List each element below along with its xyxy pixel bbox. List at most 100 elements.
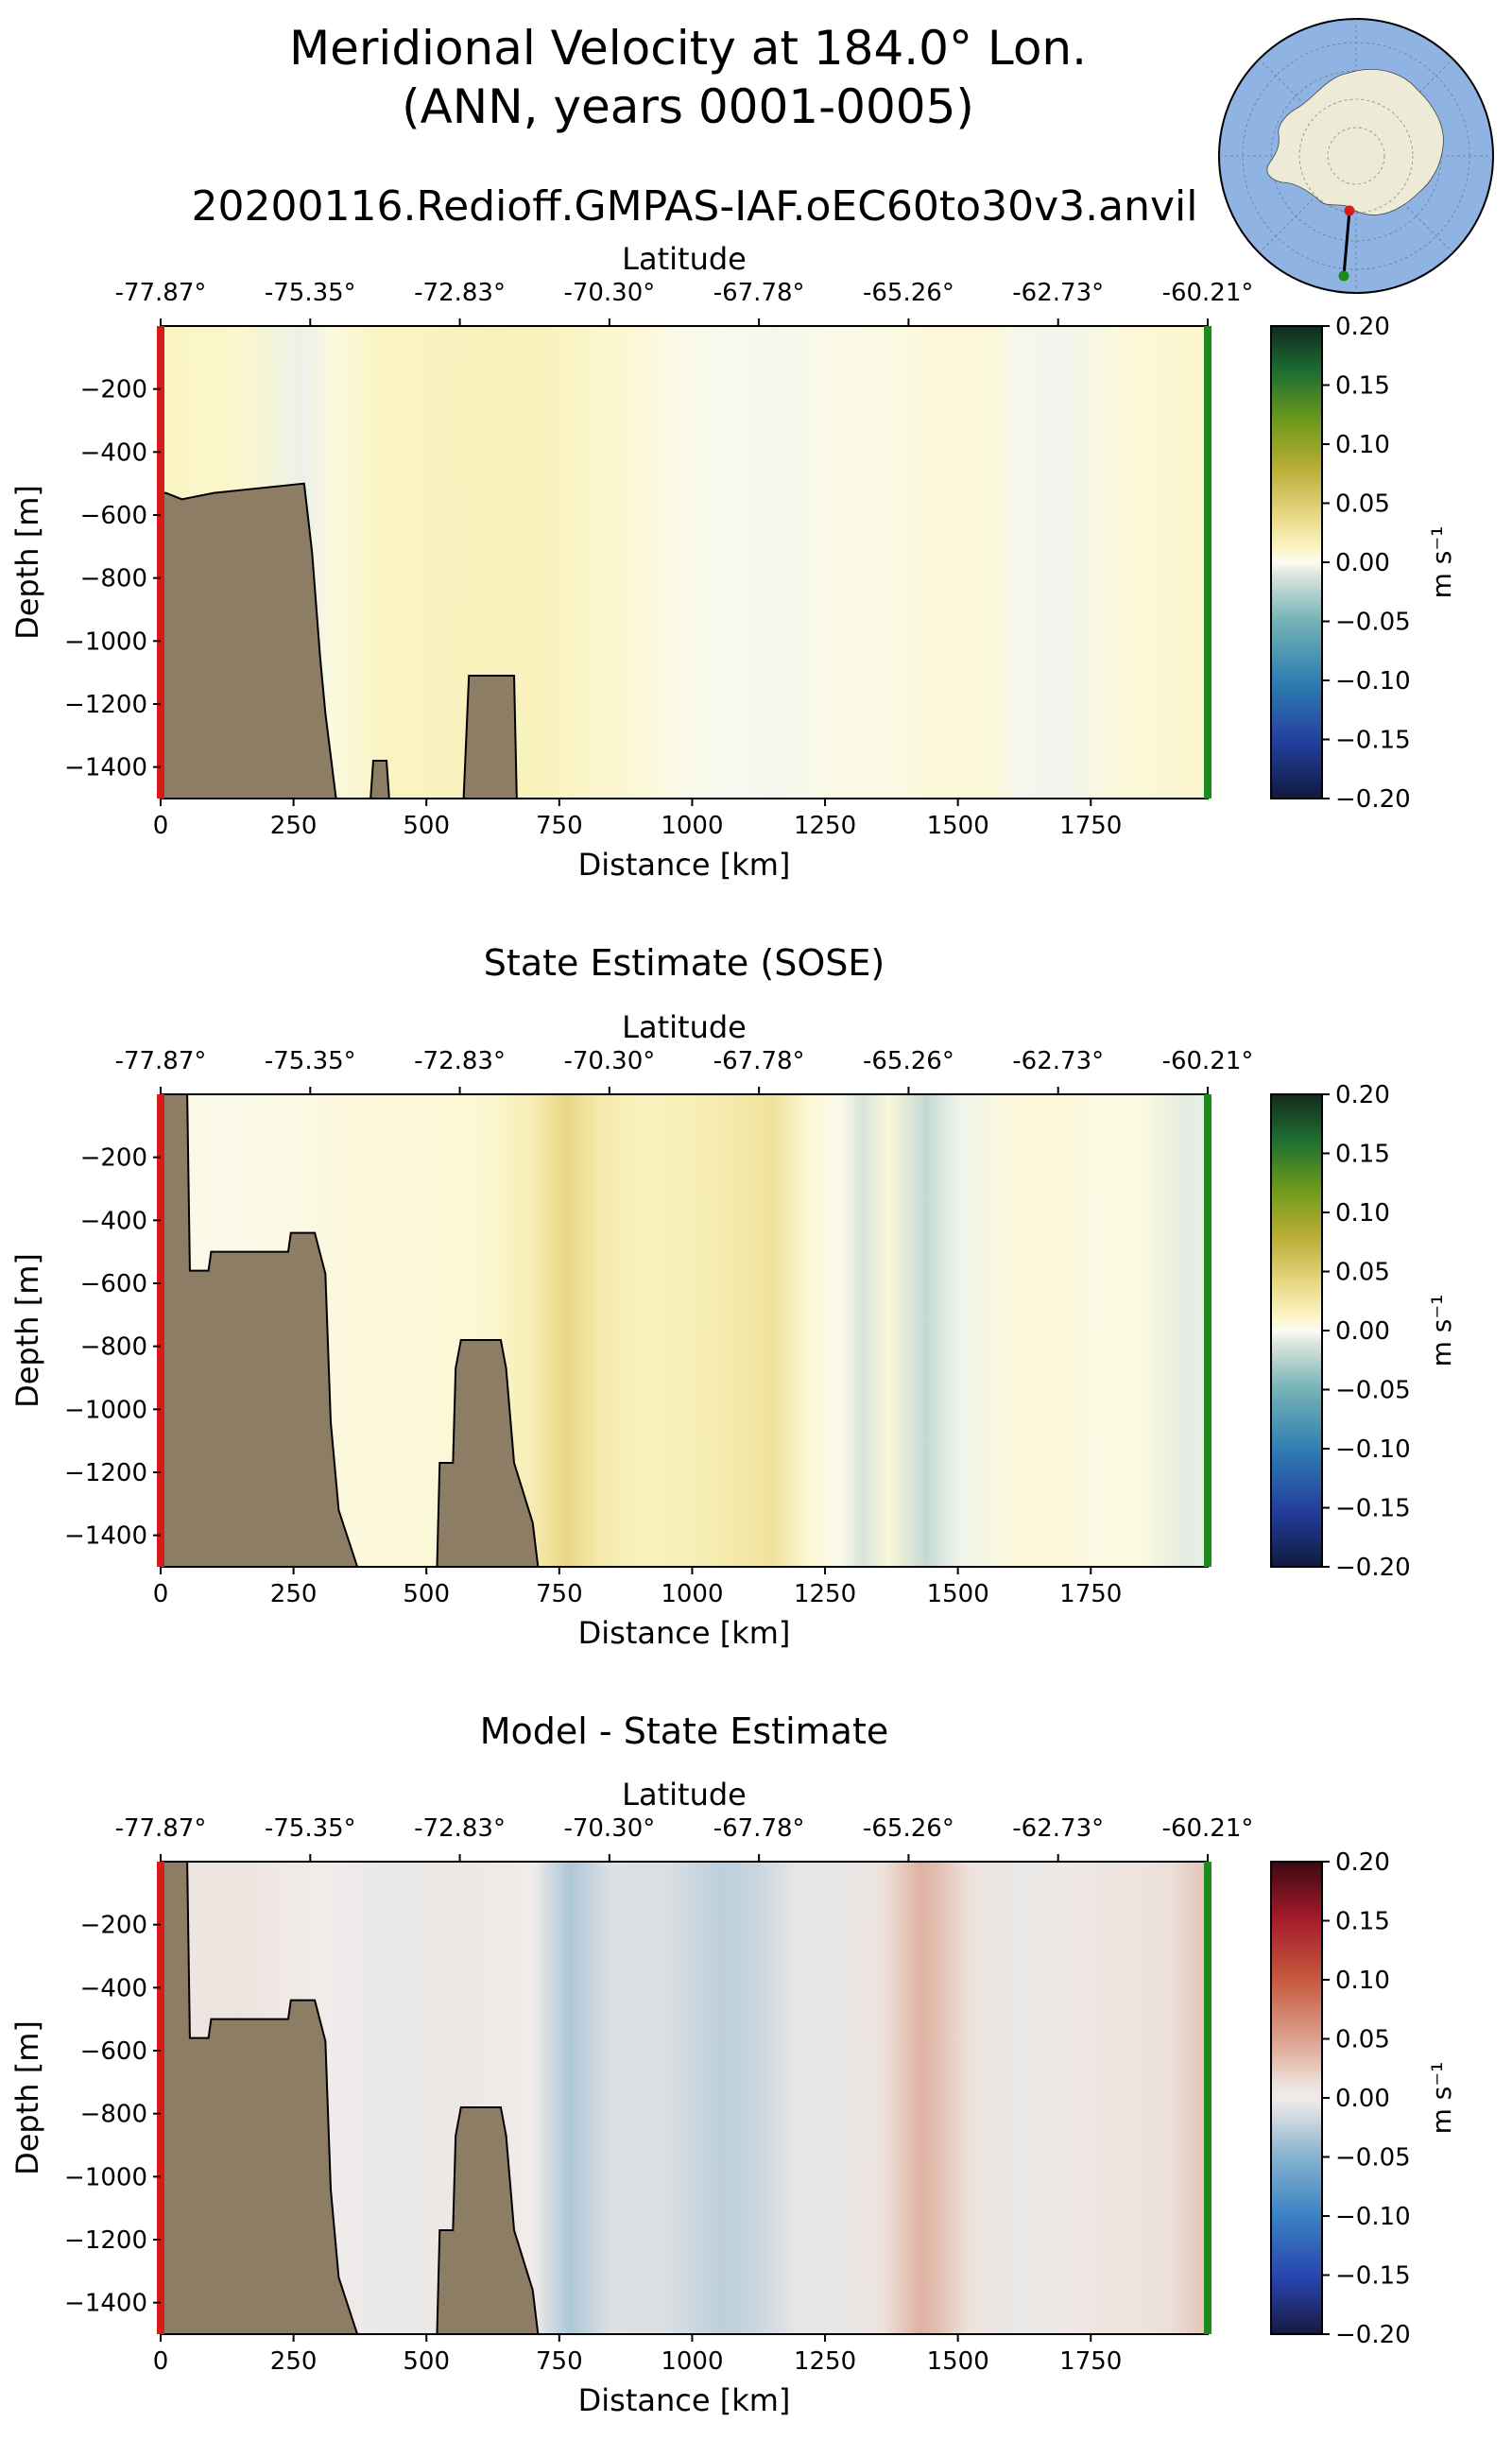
y-tick-label: −600 bbox=[80, 502, 147, 530]
colorbar-tick-label: 0.20 bbox=[1335, 313, 1390, 341]
lat-tick-label: -67.78° bbox=[713, 279, 805, 307]
x-tick-label: 1750 bbox=[1059, 1580, 1122, 1608]
y-tick-label: −400 bbox=[80, 438, 147, 467]
x-tick-label: 0 bbox=[153, 2347, 169, 2376]
x-tick-label: 250 bbox=[270, 812, 318, 840]
top-axis-label: Latitude bbox=[622, 1777, 747, 1813]
lat-tick-label: -62.73° bbox=[1012, 1814, 1104, 1843]
transect-line bbox=[1342, 210, 1351, 277]
lat-tick-label: -77.87° bbox=[115, 1814, 207, 1843]
x-tick-label: 750 bbox=[536, 812, 583, 840]
figure-title-line2: (ANN, years 0001-0005) bbox=[402, 79, 974, 134]
x-tick-label: 1000 bbox=[661, 1580, 723, 1608]
lat-tick-label: -62.73° bbox=[1012, 1047, 1104, 1075]
x-tick-label: 500 bbox=[403, 812, 450, 840]
y-tick-label: −400 bbox=[80, 1974, 147, 2002]
lat-tick-label: -62.73° bbox=[1012, 279, 1104, 307]
lat-tick-label: -60.21° bbox=[1162, 1814, 1254, 1843]
transect-start-marker bbox=[1344, 205, 1355, 216]
colorbar-tick-label: 0.10 bbox=[1335, 1967, 1390, 1995]
location-inset-map bbox=[1218, 18, 1494, 294]
y-tick-label: −1200 bbox=[64, 2226, 147, 2255]
colorbar-tick-label: −0.05 bbox=[1335, 1377, 1411, 1405]
y-tick-label: −200 bbox=[80, 376, 147, 404]
colorbar-tick-label: −0.10 bbox=[1335, 2203, 1411, 2231]
x-tick-label: 0 bbox=[153, 812, 169, 840]
run-name: 20200116.Redioff.GMPAS-IAF.oEC60to30v3.a… bbox=[192, 182, 1198, 231]
y-tick-label: −1400 bbox=[64, 2290, 147, 2318]
lat-tick-label: -77.87° bbox=[115, 1047, 207, 1075]
colorbar-tick-label: −0.20 bbox=[1335, 1554, 1411, 1582]
colorbar-tick-label: 0.05 bbox=[1335, 490, 1390, 519]
colorbar-tick-label: 0.00 bbox=[1335, 2085, 1390, 2113]
colorbar-tick-label: −0.20 bbox=[1335, 785, 1411, 814]
lat-tick-label: -75.35° bbox=[265, 1814, 356, 1843]
x-tick-label: 1500 bbox=[927, 812, 989, 840]
x-tick-label: 500 bbox=[403, 2347, 450, 2376]
top-axis-label: Latitude bbox=[622, 1009, 747, 1045]
colorbar-tick-label: 0.20 bbox=[1335, 1081, 1390, 1109]
colorbar-tick-label: −0.20 bbox=[1335, 2321, 1411, 2349]
lat-tick-label: -72.83° bbox=[414, 279, 506, 307]
velocity-field bbox=[161, 326, 1208, 799]
transect-end-marker bbox=[1338, 270, 1349, 282]
y-axis-label: Depth [m] bbox=[9, 1253, 45, 1408]
lat-tick-label: -72.83° bbox=[414, 1814, 506, 1843]
lat-tick-label: -75.35° bbox=[265, 1047, 356, 1075]
x-tick-label: 750 bbox=[536, 2347, 583, 2376]
colorbar-label: m s⁻¹ bbox=[1426, 1295, 1457, 1367]
y-tick-label: −1000 bbox=[64, 1396, 147, 1424]
x-tick-label: 1250 bbox=[794, 1580, 856, 1608]
lat-tick-label: -65.26° bbox=[863, 279, 954, 307]
x-tick-label: 250 bbox=[270, 2347, 318, 2376]
y-tick-label: −400 bbox=[80, 1207, 147, 1235]
colorbar-tick-label: −0.10 bbox=[1335, 1435, 1411, 1464]
colorbar-tick-label: 0.20 bbox=[1335, 1848, 1390, 1877]
x-tick-label: 250 bbox=[270, 1580, 318, 1608]
colorbar-tick-label: −0.15 bbox=[1335, 727, 1411, 755]
lat-tick-label: -67.78° bbox=[713, 1047, 805, 1075]
colorbar-tick-label: −0.05 bbox=[1335, 2144, 1411, 2173]
lat-tick-label: -77.87° bbox=[115, 279, 207, 307]
panel-title: State Estimate (SOSE) bbox=[484, 942, 885, 984]
panel-3: Model - State Estimate 0 250 500 750 1000 1250… bbox=[9, 1710, 1457, 2418]
inset-graticule-over bbox=[1298, 98, 1414, 214]
antarctica-landmass bbox=[1266, 69, 1444, 215]
top-axis-label: Latitude bbox=[622, 241, 747, 277]
lat-tick-label: -70.30° bbox=[563, 1047, 655, 1075]
colorbar-tick-label: −0.15 bbox=[1335, 1495, 1411, 1523]
colorbar-tick-label: 0.10 bbox=[1335, 431, 1390, 459]
colorbar-label: m s⁻¹ bbox=[1426, 2062, 1457, 2135]
lat-tick-label: -70.30° bbox=[563, 1814, 655, 1843]
x-tick-label: 1250 bbox=[794, 2347, 856, 2376]
colorbar-label: m s⁻¹ bbox=[1426, 526, 1457, 599]
y-tick-label: −800 bbox=[80, 2101, 147, 2129]
colorbar-tick-label: 0.15 bbox=[1335, 372, 1390, 401]
y-tick-label: −600 bbox=[80, 2037, 147, 2066]
x-tick-label: 1750 bbox=[1059, 2347, 1122, 2376]
panel-1: 0 250 500 750 1000 1250 1500 1750 Distance [km] −… bbox=[9, 241, 1457, 883]
x-tick-label: 1000 bbox=[661, 2347, 723, 2376]
colorbar bbox=[1270, 1861, 1323, 2335]
lat-tick-label: -65.26° bbox=[863, 1047, 954, 1075]
lat-tick-label: -65.26° bbox=[863, 1814, 954, 1843]
x-tick-label: 0 bbox=[153, 1580, 169, 1608]
colorbar-tick-label: 0.05 bbox=[1335, 2026, 1390, 2054]
y-tick-label: −1000 bbox=[64, 627, 147, 656]
lat-tick-label: -67.78° bbox=[713, 1814, 805, 1843]
y-tick-label: −1000 bbox=[64, 2163, 147, 2191]
colorbar-tick-label: 0.05 bbox=[1335, 1259, 1390, 1287]
x-tick-label: 1000 bbox=[661, 812, 723, 840]
colorbar bbox=[1270, 1093, 1323, 1568]
colorbar-tick-label: −0.15 bbox=[1335, 2262, 1411, 2291]
y-axis-label: Depth [m] bbox=[9, 2020, 45, 2175]
figure-title-line1: Meridional Velocity at 184.0° Lon. bbox=[289, 21, 1087, 76]
colorbar bbox=[1270, 325, 1323, 799]
x-axis-label: Distance [km] bbox=[578, 2382, 791, 2418]
x-tick-label: 1750 bbox=[1059, 812, 1122, 840]
x-axis-label: Distance [km] bbox=[578, 847, 791, 883]
y-tick-label: −1200 bbox=[64, 1459, 147, 1487]
x-tick-label: 1500 bbox=[927, 2347, 989, 2376]
x-tick-label: 750 bbox=[536, 1580, 583, 1608]
